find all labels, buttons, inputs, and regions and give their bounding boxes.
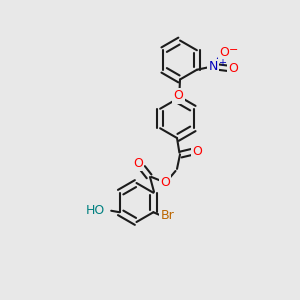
Text: O: O [160,176,170,190]
Text: O: O [193,145,202,158]
Text: +: + [218,58,226,68]
Text: O: O [174,89,183,103]
Text: O: O [220,46,230,59]
Text: O: O [228,62,238,75]
Text: O: O [133,157,143,170]
Text: N: N [209,60,218,73]
Text: −: − [229,45,239,55]
Text: HO: HO [86,204,105,217]
Text: Br: Br [160,209,174,222]
